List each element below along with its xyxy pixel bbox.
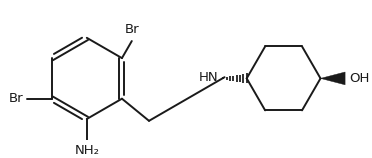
Text: Br: Br: [9, 92, 23, 105]
Text: NH₂: NH₂: [74, 144, 99, 157]
Polygon shape: [321, 72, 345, 85]
Text: Br: Br: [125, 23, 139, 36]
Text: OH: OH: [349, 72, 370, 85]
Text: HN: HN: [199, 71, 218, 84]
